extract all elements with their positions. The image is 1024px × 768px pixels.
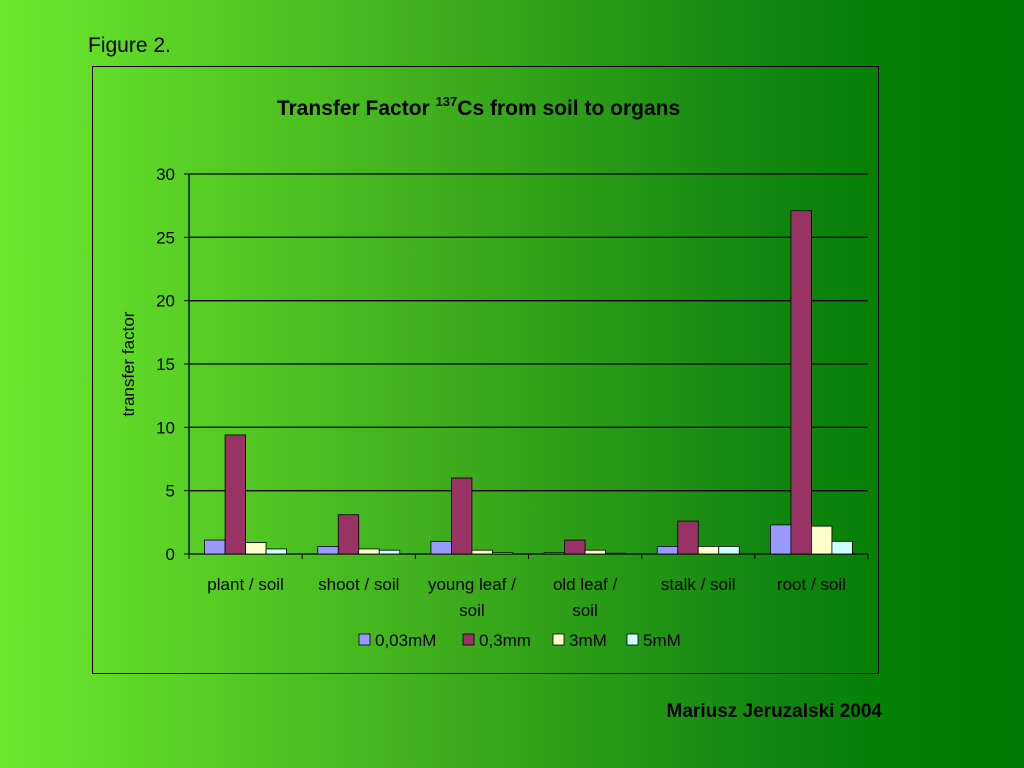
x-category-label: shoot / soil — [318, 575, 399, 594]
y-tick-label: 25 — [156, 228, 175, 247]
y-tick-label: 10 — [156, 418, 175, 437]
y-tick-label: 0 — [166, 545, 175, 564]
legend-label: 0,3mm — [479, 631, 531, 650]
bar-3mM-root / soil — [811, 525, 833, 555]
legend-swatch-5mM — [626, 633, 639, 646]
bar-3mM-young leaf / soil — [471, 549, 493, 555]
x-category-label: soil — [459, 601, 485, 620]
bar-5mM-plant / soil — [265, 548, 287, 555]
bar-0,3mm-young leaf / soil — [451, 477, 473, 555]
bar-0,3mm-old leaf / soil — [564, 539, 586, 555]
bar-0,03mM-root / soil — [770, 524, 792, 555]
figure-label: Figure 2. — [88, 34, 171, 57]
y-tick-label: 30 — [156, 165, 175, 184]
y-axis-label: transfer factor — [119, 311, 138, 416]
chart-title-superscript: 137 — [436, 94, 458, 109]
bar-0,3mm-root / soil — [790, 210, 812, 555]
chart-title-rest: Cs from soil to organs — [457, 97, 680, 120]
bar-0,3mm-stalk / soil — [677, 520, 699, 555]
chart-title-main: Transfer Factor — [277, 97, 436, 120]
x-category-label: plant / soil — [207, 575, 284, 594]
bar-0,03mM-stalk / soil — [656, 545, 679, 555]
legend-label: 0,03mM — [375, 631, 436, 650]
bar-chart: Transfer Factor 137Cs from soil to organ… — [119, 94, 869, 650]
bar-3mM-shoot / soil — [358, 548, 380, 555]
legend-label: 3mM — [569, 631, 607, 650]
legend-swatch-0,3mm — [462, 633, 475, 646]
bar-0,03mM-shoot / soil — [317, 545, 339, 555]
bar-0,3mm-shoot / soil — [337, 514, 360, 555]
bar-5mM-root / soil — [831, 540, 853, 555]
chart-title: Transfer Factor 137Cs from soil to organ… — [277, 94, 680, 120]
bar-3mM-stalk / soil — [697, 545, 720, 555]
legend-swatch-3mM — [552, 633, 565, 646]
bar-0,03mM-young leaf / soil — [430, 540, 452, 555]
author-credit: Mariusz Jeruzalski 2004 — [666, 701, 882, 722]
y-tick-label: 5 — [166, 482, 175, 501]
bar-3mM-plant / soil — [245, 542, 267, 555]
legend-swatch-0,03mM — [358, 633, 371, 646]
legend-label: 5mM — [643, 631, 681, 650]
bar-0,3mm-plant / soil — [224, 434, 246, 555]
chart-frame: Transfer Factor 137Cs from soil to organ… — [92, 66, 879, 674]
x-category-label: root / soil — [777, 575, 846, 594]
bar-5mM-old leaf / soil — [605, 552, 627, 555]
bar-5mM-young leaf / soil — [492, 552, 514, 555]
y-tick-label: 15 — [156, 355, 175, 374]
bar-0,03mM-old leaf / soil — [543, 552, 565, 555]
x-category-label: young leaf / — [428, 575, 516, 594]
x-category-label: old leaf / — [553, 575, 618, 594]
bar-3mM-old leaf / soil — [584, 549, 606, 555]
bar-5mM-shoot / soil — [378, 549, 401, 555]
x-category-label: soil — [572, 601, 598, 620]
x-category-label: stalk / soil — [661, 575, 736, 594]
y-tick-label: 20 — [156, 292, 175, 311]
bar-0,03mM-plant / soil — [204, 539, 226, 555]
bar-5mM-stalk / soil — [718, 545, 740, 555]
